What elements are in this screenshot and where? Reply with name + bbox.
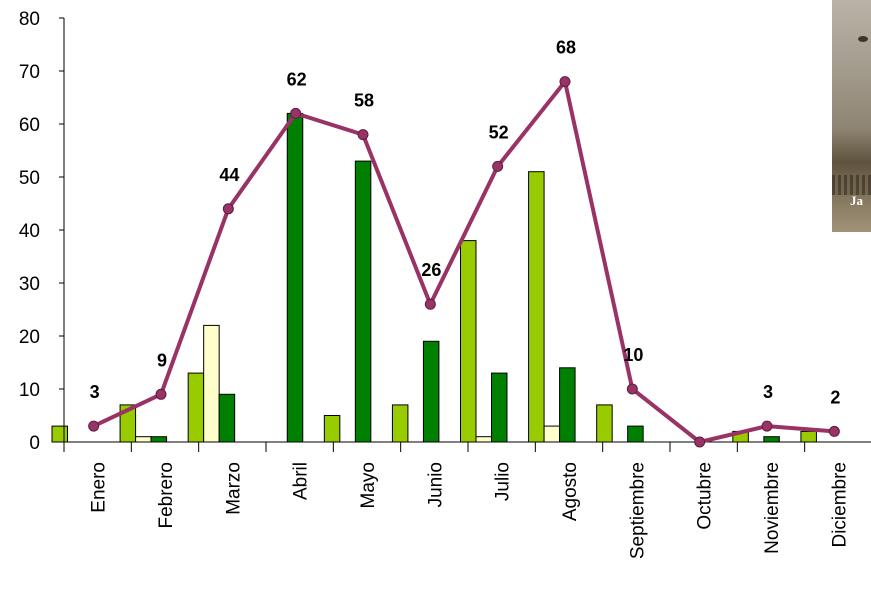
bar: [422, 340, 440, 443]
bar: [218, 393, 236, 443]
bar: [800, 430, 817, 443]
labels: 3 9 44 62 58 26 52 68 10 3 2: [90, 38, 841, 408]
ground-texture: [832, 175, 871, 195]
bar: [203, 324, 220, 443]
x-tick-label: Abril: [291, 462, 312, 500]
data-label: 62: [287, 69, 307, 89]
line-point: [155, 388, 167, 400]
bar: [391, 404, 409, 443]
y-tick-label: 80: [19, 9, 40, 30]
data-label: 68: [556, 38, 576, 58]
x-tick-label: Septiembre: [627, 462, 648, 559]
data-label: 26: [421, 260, 441, 280]
x-tick-label: Enero: [89, 462, 110, 513]
data-label: 2: [830, 387, 840, 407]
y-tick-label: 30: [19, 274, 40, 295]
line-point: [424, 298, 436, 310]
bar: [460, 240, 477, 443]
bar: [187, 372, 205, 443]
y-tick-label: 60: [19, 115, 40, 136]
bar: [543, 425, 561, 443]
x-tick-label: Marzo: [223, 462, 244, 515]
x-tick-label: Noviembre: [762, 462, 783, 554]
line-path: [92, 79, 835, 444]
data-label: 58: [354, 91, 374, 111]
x-tick-label: Junio: [425, 462, 446, 507]
y-tick-label: 10: [19, 380, 40, 401]
line-point: [290, 107, 302, 119]
x-tick-label: Diciembre: [829, 462, 850, 548]
y-tick-label: 40: [19, 221, 40, 242]
data-label: 3: [763, 382, 773, 402]
y-tick-label: 70: [19, 62, 40, 83]
x-tick-label: Julio: [493, 462, 514, 501]
bar: [596, 404, 613, 443]
line-point: [761, 420, 773, 432]
photo-caption: Ja: [850, 193, 863, 208]
line-series: [88, 76, 840, 448]
line-point: [626, 383, 638, 395]
x-tick-label: Agosto: [560, 462, 581, 521]
bar: [491, 372, 508, 443]
bar: [135, 436, 152, 443]
bar: [354, 160, 372, 443]
line-point: [357, 129, 369, 141]
x-tick-label: Febrero: [156, 462, 177, 529]
bar: [627, 425, 644, 443]
y-tick-label: 0: [29, 433, 40, 454]
bar: [150, 436, 168, 443]
line-point: [222, 203, 234, 215]
y-tick-label: 20: [19, 327, 40, 348]
bars: [51, 112, 817, 443]
x-tick-label: Mayo: [358, 462, 379, 508]
line-point: [492, 160, 504, 172]
bar: [763, 436, 780, 443]
data-label: 52: [489, 122, 509, 142]
line-point: [828, 425, 840, 437]
bar: [559, 367, 576, 443]
data-label: 44: [219, 165, 239, 185]
bar: [51, 425, 68, 443]
line-point: [694, 436, 706, 448]
bird-photo: Ja: [832, 0, 871, 232]
line-point: [559, 76, 571, 88]
bar: [323, 415, 341, 443]
data-label: 10: [623, 345, 643, 365]
bar: [286, 112, 304, 443]
x-tick-label: Octubre: [695, 462, 716, 530]
bar: [528, 171, 545, 443]
bar: [475, 436, 492, 443]
y-tick-label: 50: [19, 168, 40, 189]
axes: 0 10 20 30 40 50 60 70 80 Enero Febrero Marzo Abril M…: [19, 9, 871, 559]
data-label: 3: [90, 382, 100, 402]
bird-shape: [858, 36, 868, 42]
line-point: [88, 420, 100, 432]
data-label: 9: [157, 350, 167, 370]
